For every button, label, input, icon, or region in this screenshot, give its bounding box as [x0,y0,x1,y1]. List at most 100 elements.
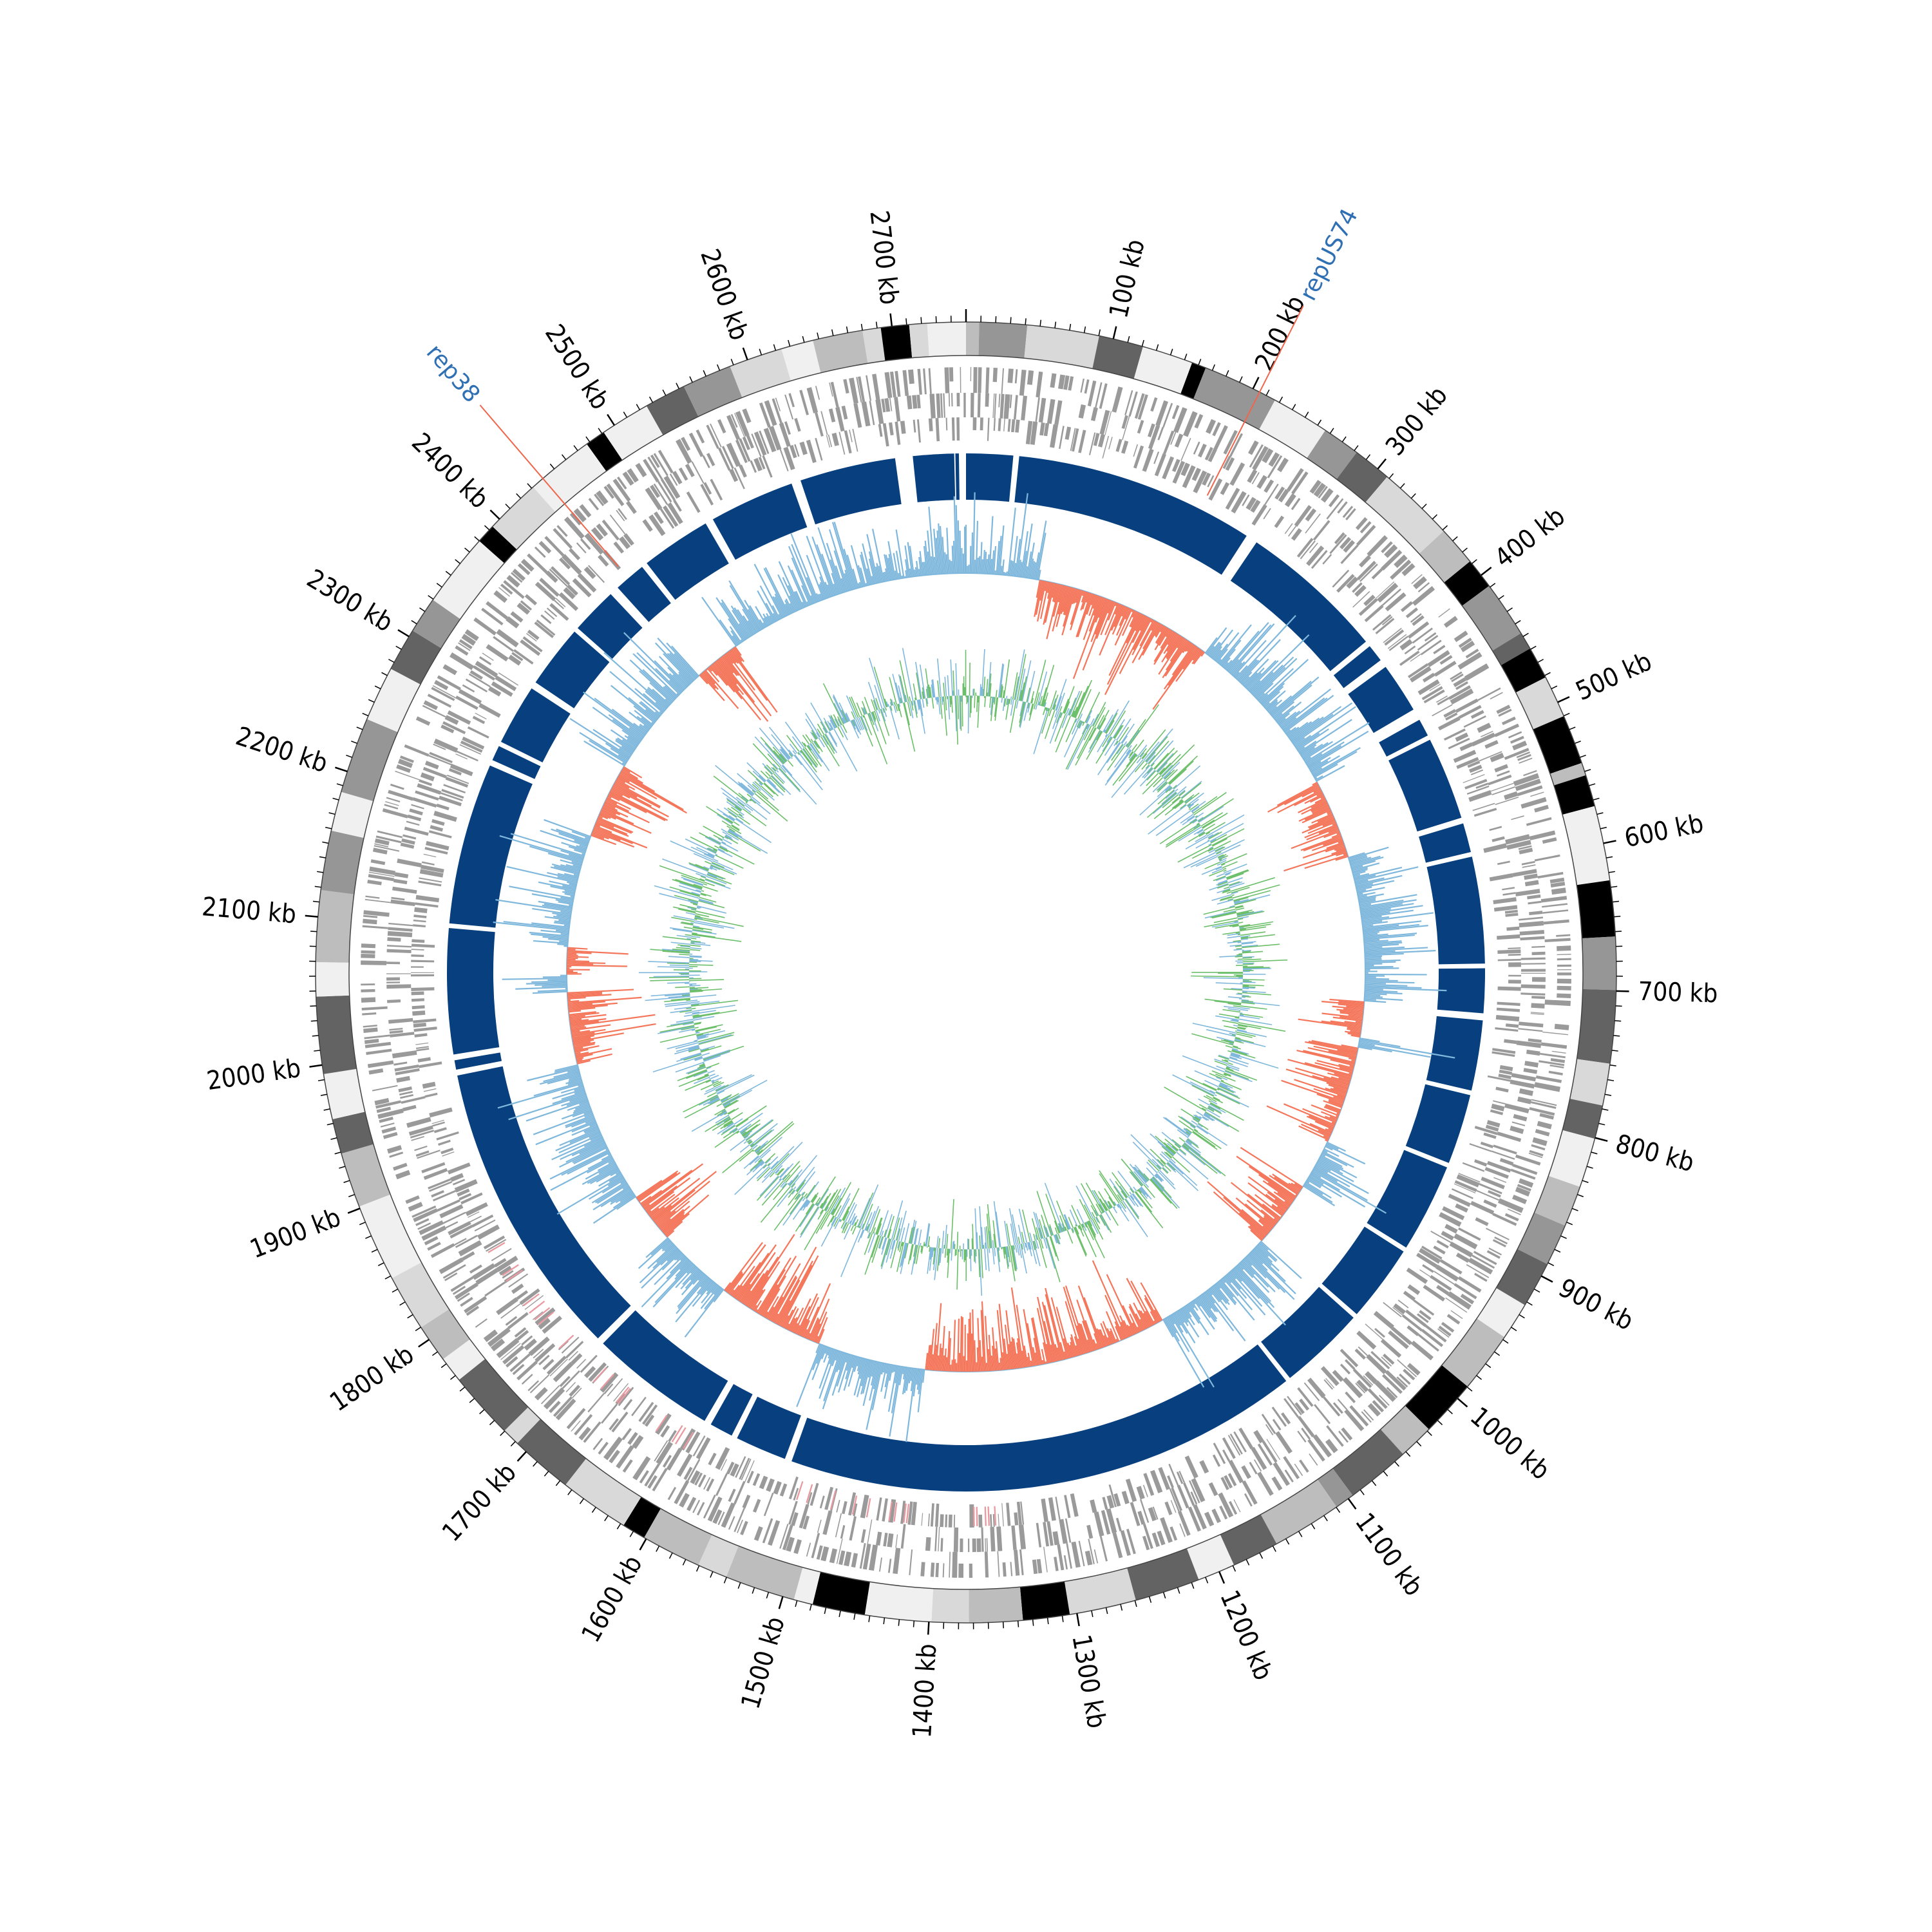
gc-content-low [791,1307,804,1332]
gc-content-high [823,1347,830,1363]
minor-tick [853,1613,856,1620]
gc-content-low [1073,589,1079,604]
contig-band [1462,585,1521,651]
gc-content-high [824,1347,829,1354]
gc-skew-positive [915,1245,920,1264]
gc-skew-positive [1166,823,1200,846]
gene-feature [895,370,901,397]
gene-feature [418,880,442,887]
gc-content-high [1314,763,1338,778]
gc-skew-positive [1010,1245,1016,1271]
gc-skew-positive [1005,699,1010,720]
minor-tick [1354,445,1359,451]
gene-feature [1202,472,1211,486]
minor-tick [585,436,591,442]
gene-feature [838,1550,846,1566]
gene-feature [1320,488,1334,503]
gene-feature [1367,1403,1381,1417]
gc-skew-negative [1021,660,1032,702]
minor-tick [310,1005,317,1007]
gene-feature [1466,1264,1490,1278]
gc-content-high [860,1359,871,1395]
gene-feature [1489,826,1502,831]
gc-content-low [808,1317,819,1340]
gene-feature [1486,1250,1501,1259]
gc-content-high [1215,1283,1221,1289]
gc-content-high [1182,1307,1195,1325]
gc-content-high [573,1104,590,1112]
minor-tick [428,595,434,600]
gene-feature [1490,752,1504,762]
gc-content-high [641,717,652,727]
gene-feature [549,603,569,621]
gc-content-high [845,1355,854,1379]
gc-skew-positive [1071,1228,1074,1234]
gc-skew-positive [1218,855,1229,860]
gene-feature [538,540,552,554]
gene-feature [1010,1562,1013,1577]
gc-content-low [1153,630,1174,662]
gc-skew-positive [1079,1224,1083,1231]
gene-feature [1191,1478,1206,1502]
gc-content-low [1317,814,1334,823]
gc-content-high [887,541,896,580]
major-tick [889,313,893,327]
gc-skew-positive [1213,840,1231,850]
gc-skew-positive [1106,745,1126,771]
gene-feature [483,1329,498,1343]
gc-content-high [1037,569,1041,580]
gc-content-low [715,660,744,696]
gc-content-high [1023,523,1033,578]
gene-feature [1531,945,1546,948]
gc-content-high [762,622,766,628]
gc-skew-positive [1202,819,1215,828]
gc-skew-positive [1066,1229,1074,1244]
gc-skew-negative [1230,1054,1240,1058]
gc-content-high [788,545,814,604]
gc-content-high [919,551,923,576]
minor-tick [809,1604,812,1611]
gene-feature [1219,1505,1228,1520]
gc-content-low [1129,1313,1140,1333]
gene-feature [382,808,408,819]
gc-content-high [706,1282,716,1295]
gc-content-high [550,866,580,875]
minor-tick [703,370,706,377]
gc-content-low [1325,1128,1332,1133]
gc-skew-positive [1059,712,1063,718]
gene-feature [1549,1065,1564,1068]
gc-skew-positive [1233,890,1271,902]
gc-content-low [942,1355,945,1372]
gene-feature [362,1012,377,1016]
gene-feature [1519,1088,1533,1096]
gc-content-high [1033,552,1040,580]
gc-content-high [1259,1242,1269,1251]
gc-content-high [880,1363,888,1392]
gc-skew-negative [1033,708,1049,755]
gc-content-low [961,1317,963,1372]
gc-content-high [821,553,837,596]
gene-feature [1099,1536,1108,1562]
major-tick [1218,1571,1226,1584]
gene-feature [437,1199,460,1212]
gc-content-high [884,1364,892,1399]
gc-skew-positive [1179,1148,1187,1155]
minor-tick [1511,1327,1517,1331]
gc-content-low [799,1318,808,1336]
gc-skew-positive [1179,1137,1186,1142]
major-tick [1075,1613,1080,1627]
gc-skew-positive [1084,692,1101,723]
gc-content-high [868,551,878,583]
gene-feature [721,1502,735,1528]
gene-feature [511,572,523,583]
gc-content-low [1082,600,1111,671]
gene-feature [977,393,981,418]
gc-content-high [542,904,572,911]
gc-skew-negative [1157,762,1168,773]
gc-skew-positive [1171,799,1184,809]
gc-skew-negative [751,1129,775,1148]
gc-content-low [753,1300,762,1312]
gc-skew-positive [1213,1097,1224,1104]
gene-feature [411,974,435,977]
gc-content-low [999,1358,1003,1370]
